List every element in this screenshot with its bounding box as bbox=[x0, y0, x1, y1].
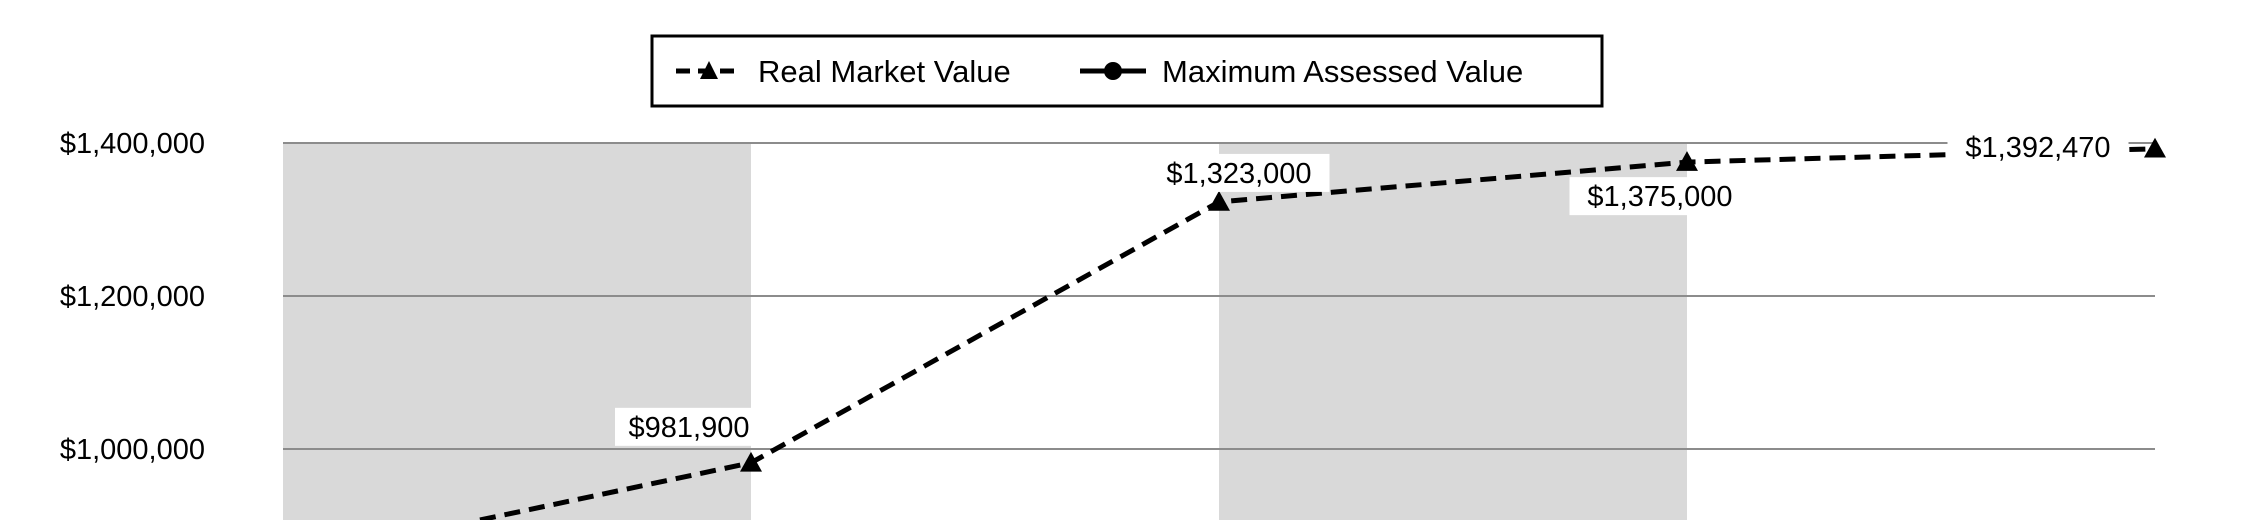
y-axis-tick-labels: $1,400,000 $1,200,000 $1,000,000 bbox=[60, 128, 205, 466]
gridlines bbox=[283, 142, 2155, 450]
data-label-background bbox=[1148, 153, 1330, 192]
data-label-background bbox=[1569, 177, 1751, 216]
y-tick-label: $1,400,000 bbox=[60, 128, 205, 160]
data-label-background bbox=[1947, 127, 2129, 166]
legend-item-real-market-value: Real Market Value bbox=[676, 54, 1011, 89]
legend-label-maximum-assessed-value: Maximum Assessed Value bbox=[1162, 54, 1523, 89]
data-label-background bbox=[615, 407, 763, 446]
triangle-marker bbox=[1208, 190, 1230, 211]
y-tick-label: $1,200,000 bbox=[60, 281, 205, 313]
triangle-marker bbox=[2144, 137, 2166, 158]
series-markers bbox=[740, 137, 2166, 472]
legend-item-maximum-assessed-value: Maximum Assessed Value bbox=[1080, 54, 1523, 89]
data-label: $981,900 bbox=[629, 412, 750, 444]
data-labels: $981,900 $1,323,000 $1,375,000 $1,392,470 bbox=[615, 127, 2129, 446]
triangle-marker bbox=[1676, 151, 1698, 171]
triangle-marker-icon bbox=[700, 61, 718, 79]
legend: Real Market Value Maximum Assessed Value bbox=[650, 34, 1604, 108]
triangle-marker bbox=[740, 451, 762, 472]
data-label: $1,323,000 bbox=[1166, 158, 1311, 190]
data-label: $1,375,000 bbox=[1587, 181, 1732, 213]
y-tick-label: $1,000,000 bbox=[60, 434, 205, 466]
data-label: $1,392,470 bbox=[1965, 132, 2110, 164]
shaded-bands bbox=[283, 143, 1687, 520]
shaded-band-1 bbox=[283, 143, 751, 520]
legend-label-real-market-value: Real Market Value bbox=[758, 54, 1011, 89]
circle-marker-icon bbox=[1104, 62, 1122, 80]
